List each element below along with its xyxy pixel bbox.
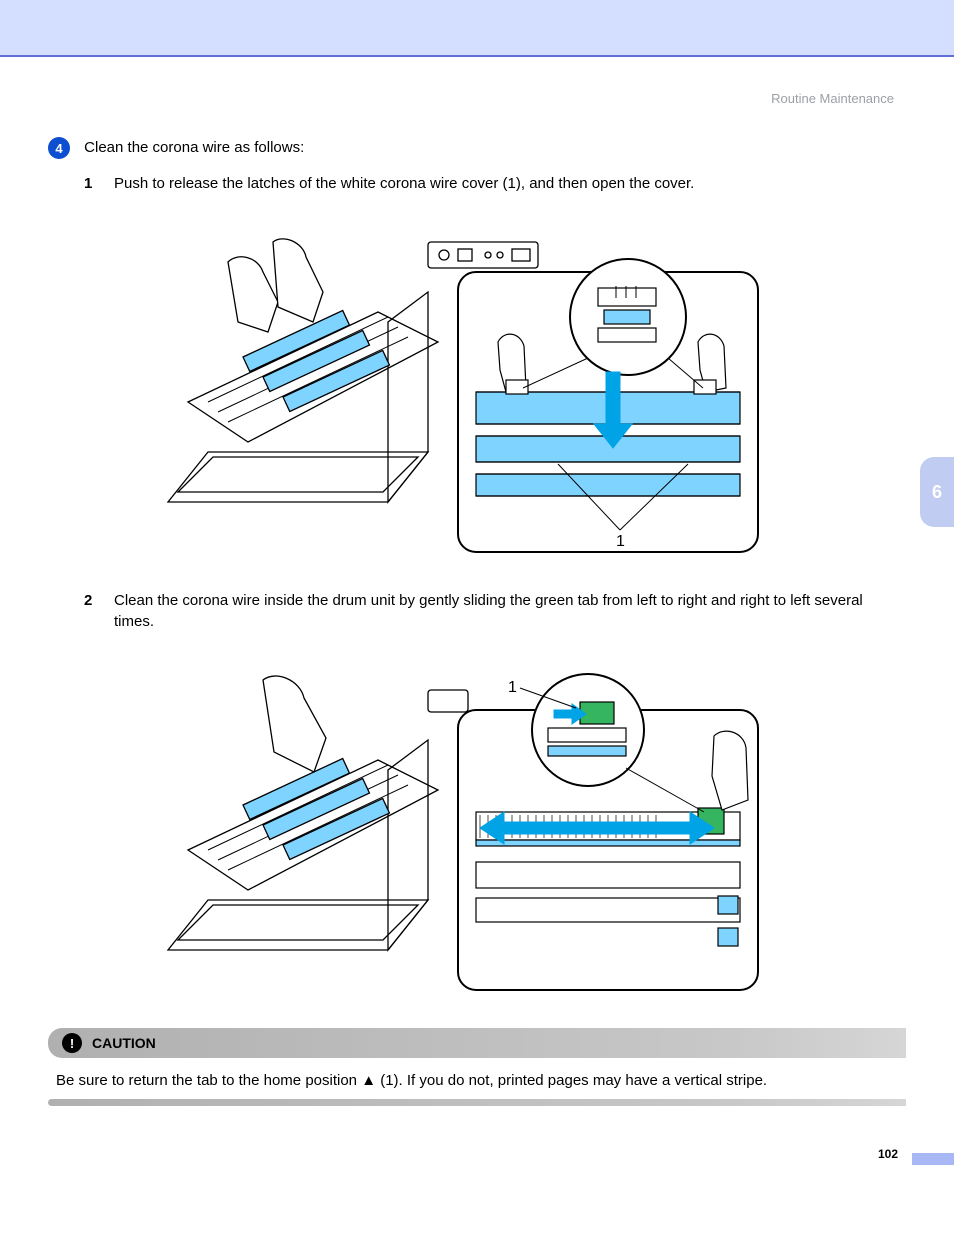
page-number: 102 [878,1147,898,1161]
figure-2: 1 [128,640,906,1000]
substep-1: 1 Push to release the latches of the whi… [84,173,906,194]
chapter-number: 6 [932,482,942,503]
figure-2-callout: 1 [508,679,517,696]
step-4: 4 Clean the corona wire as follows: [48,137,906,159]
caution-text-before: Be sure to return the tab to the home po… [56,1072,361,1089]
caution-label: CAUTION [92,1035,156,1051]
home-marker-icon: ▲ [361,1072,376,1089]
caution-text-after: (1). If you do not, printed pages may ha… [376,1072,767,1089]
page-number-accent [912,1153,954,1165]
caution-underline [48,1099,906,1106]
substep-2-number: 2 [84,590,114,632]
caution-bar: ! CAUTION [48,1028,906,1058]
chapter-tab: 6 [920,457,954,527]
caution-icon: ! [62,1033,82,1053]
caution-text: Be sure to return the tab to the home po… [56,1072,906,1089]
step-text: Clean the corona wire as follows: [84,139,304,156]
figure-1-callout: 1 [616,533,625,550]
figure-1: 1 [128,202,906,562]
page-body: Routine Maintenance 6 4 Clean the corona… [0,57,954,1187]
substep-2-text: Clean the corona wire inside the drum un… [114,590,906,632]
step-bullet-icon: 4 [48,137,70,159]
substep-2: 2 Clean the corona wire inside the drum … [84,590,906,632]
figure-1-svg: 1 [128,202,768,562]
top-bar [0,0,954,57]
figure-2-svg: 1 [128,640,768,1000]
substep-1-text: Push to release the latches of the white… [114,173,906,194]
section-title: Routine Maintenance [771,91,894,106]
substep-1-number: 1 [84,173,114,194]
